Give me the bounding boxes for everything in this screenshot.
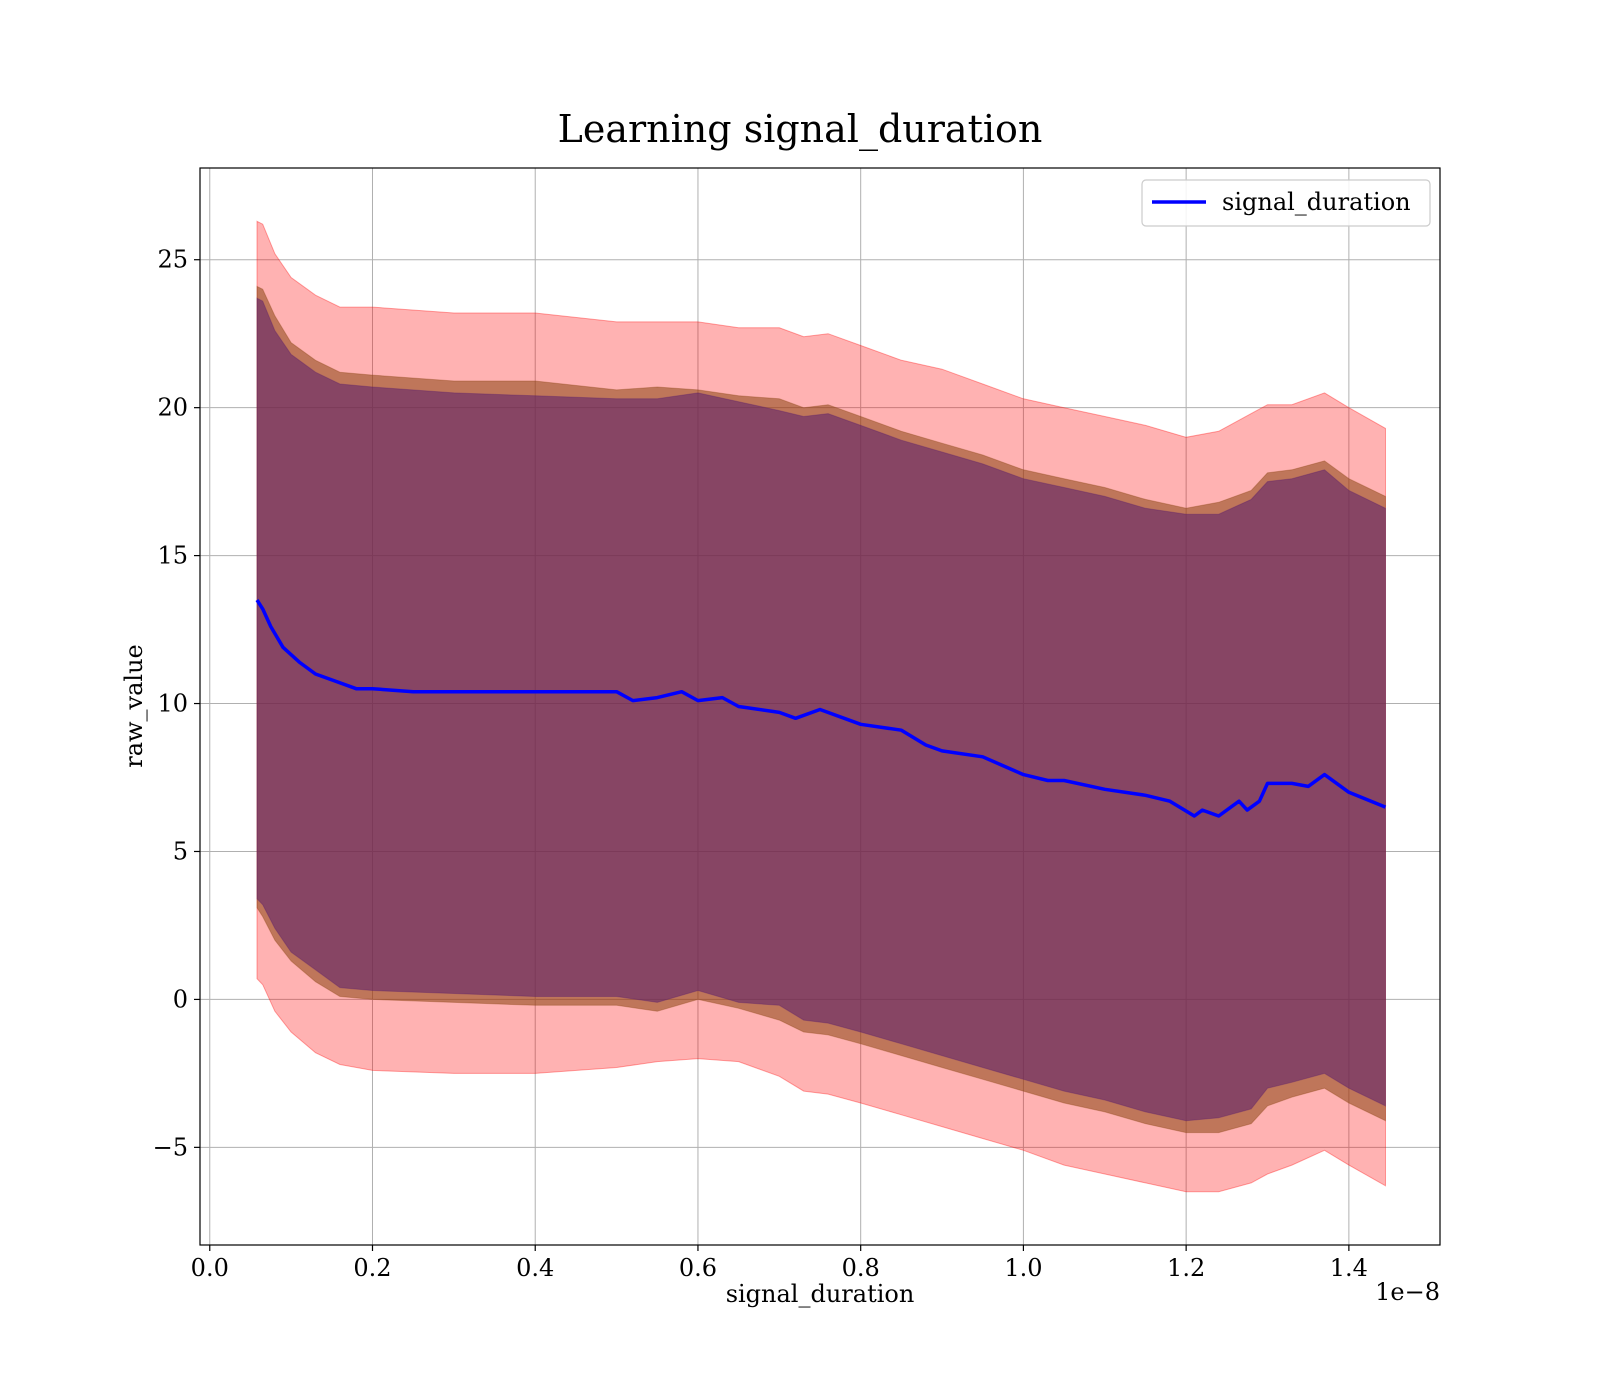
x-tick-label: 0.0 [191, 1254, 229, 1282]
line-series [255, 599, 1387, 818]
x-axis-offset-label: 1e−8 [1375, 1278, 1440, 1306]
plot-frame [199, 167, 1441, 1246]
y-tick-label: 25 [157, 246, 188, 274]
y-tick-label: 20 [157, 394, 188, 422]
y-tick-label: 15 [157, 542, 188, 570]
y-tick-label: 0 [173, 985, 188, 1013]
x-tick-label: 0.8 [842, 1254, 880, 1282]
chart-title: Learning signal_duration [558, 107, 1043, 152]
x-tick-label: 1.4 [1330, 1254, 1368, 1282]
series-line-signal-duration [255, 599, 1387, 818]
y-tick-label: −5 [153, 1133, 188, 1161]
legend-label: signal_duration [1222, 188, 1411, 216]
x-axis-label: signal_duration [726, 1280, 915, 1308]
x-tick-label: 1.2 [1167, 1254, 1205, 1282]
y-axis-label: raw_value [120, 644, 148, 768]
y-axis-ticks: −5 0 5 10 15 20 25 [153, 246, 200, 1161]
legend-box [1141, 179, 1431, 227]
x-axis-ticks: 0.0 0.2 0.4 0.6 0.8 1.0 1.2 1.4 [191, 1245, 1368, 1282]
x-tick-label: 0.6 [679, 1254, 717, 1282]
legend: signal_duration [1141, 179, 1431, 227]
y-tick-label: 10 [157, 690, 188, 718]
x-tick-label: 0.2 [353, 1254, 391, 1282]
x-tick-label: 1.0 [1004, 1254, 1042, 1282]
y-tick-label: 5 [173, 837, 188, 865]
x-tick-label: 0.4 [516, 1254, 554, 1282]
